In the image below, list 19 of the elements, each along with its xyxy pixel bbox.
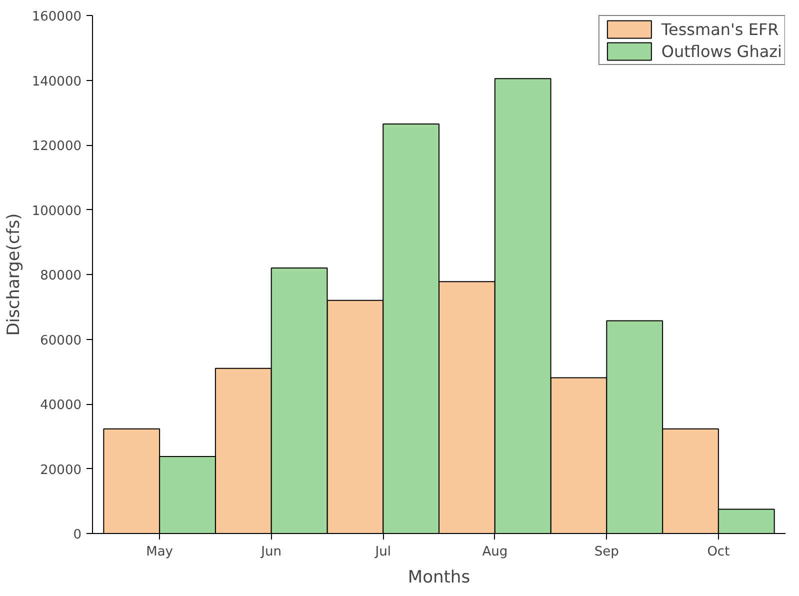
x-tick-label: Sep (594, 544, 619, 560)
x-tick-label: Oct (707, 544, 730, 560)
x-tick-label: Jun (260, 544, 282, 560)
x-tick-label: May (146, 544, 174, 560)
y-tick-label: 40000 (40, 398, 82, 413)
y-tick-label: 100000 (32, 204, 82, 219)
y-axis-title: Discharge(cfs) (4, 213, 24, 336)
y-tick-label: 20000 (40, 462, 82, 478)
x-axis-title: Months (408, 568, 470, 588)
y-tick-label: 0 (73, 528, 82, 542)
legend-label: Tessman's EFR (661, 20, 779, 38)
x-tick-label: Jul (374, 544, 391, 560)
y-tick-label: 140000 (32, 74, 82, 90)
y-tick-label: 80000 (40, 268, 82, 284)
y-tick-label: 160000 (32, 10, 82, 24)
y-tick-label: 120000 (32, 139, 82, 154)
x-tick-label: Aug (482, 544, 508, 560)
y-tick-label: 60000 (40, 333, 82, 348)
legend-label: Outflows Ghazi (661, 42, 782, 60)
